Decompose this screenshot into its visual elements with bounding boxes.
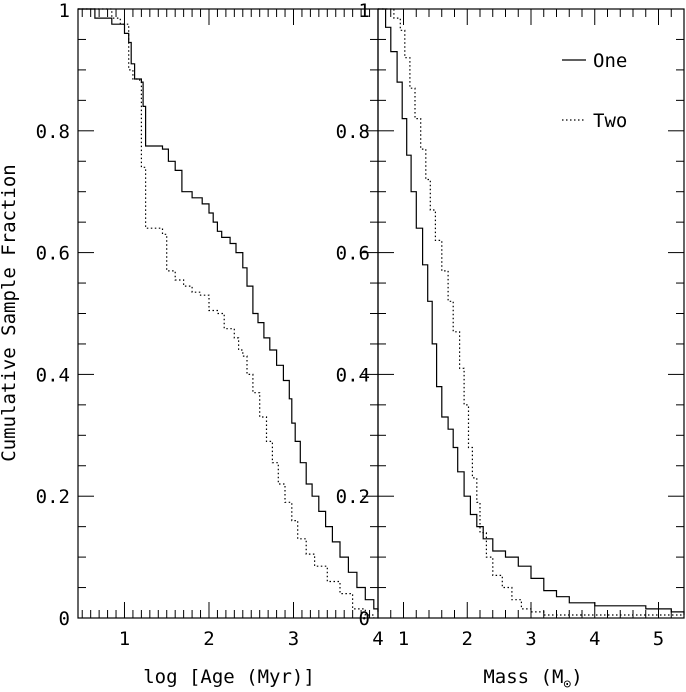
legend-label-one: One — [593, 50, 627, 72]
label-layer: 1 2 3 400.20.40.60.811 2 3 4 500.20.40.60.81 — [36, 0, 665, 650]
series-layer — [78, 8, 685, 618]
left-x-tick-label: 1 — [119, 628, 130, 650]
legend-label-two: Two — [593, 110, 627, 132]
left-series-one-line — [78, 8, 379, 612]
left-x-axis-title: log [Age (Myr)] — [143, 666, 315, 688]
right-series-two-line — [378, 8, 684, 616]
right-y-tick-label: 0 — [359, 608, 370, 630]
left-y-tick-label: 0 — [59, 608, 70, 630]
left-y-tick-label: 0.2 — [36, 486, 70, 508]
legend: One Two — [562, 50, 627, 132]
right-y-tick-label: 1 — [359, 0, 370, 22]
right-x-tick-label: 4 — [589, 628, 600, 650]
right-x-axis-title-text: Mass (M — [483, 666, 563, 688]
left-x-tick-label: 3 — [288, 628, 299, 650]
left-y-tick-label: 0.4 — [36, 364, 70, 386]
right-y-tick-label: 0.4 — [336, 364, 370, 386]
right-x-axis-title-suffix: ) — [571, 666, 582, 688]
left-x-tick-label: 4 — [372, 628, 383, 650]
y-axis-title: Cumulative Sample Fraction — [0, 164, 20, 461]
left-series-two-line — [78, 8, 375, 618]
right-x-tick-label: 1 — [398, 628, 409, 650]
tick-layer — [78, 8, 685, 619]
left-y-tick-label: 1 — [59, 0, 70, 22]
right-y-tick-label: 0.2 — [336, 486, 370, 508]
right-series-one-line — [378, 8, 685, 615]
left-y-tick-label: 0.6 — [36, 243, 70, 265]
right-x-axis-title: Mass (M⊙) — [483, 666, 582, 692]
right-x-tick-label: 5 — [653, 628, 664, 650]
sun-symbol: ⊙ — [563, 677, 571, 692]
right-x-tick-label: 2 — [462, 628, 473, 650]
right-y-tick-label: 0.8 — [336, 121, 370, 143]
right-x-tick-label: 3 — [525, 628, 536, 650]
left-x-tick-label: 2 — [203, 628, 214, 650]
right-y-tick-label: 0.6 — [336, 243, 370, 265]
frame-layer — [77, 8, 685, 619]
left-y-tick-label: 0.8 — [36, 121, 70, 143]
right-panel-frame — [377, 8, 685, 619]
